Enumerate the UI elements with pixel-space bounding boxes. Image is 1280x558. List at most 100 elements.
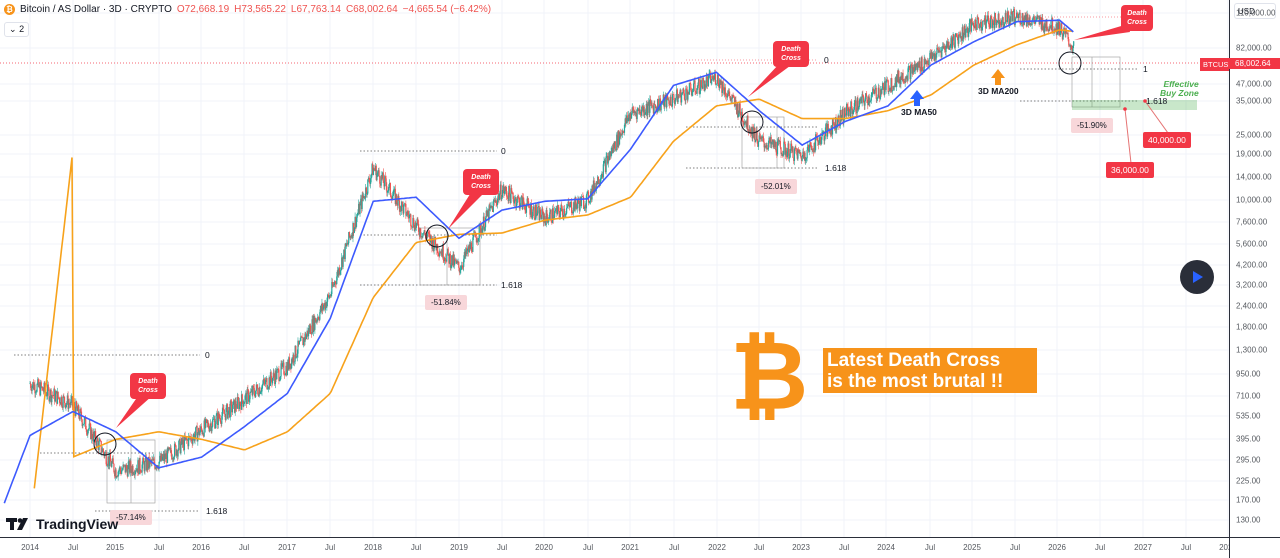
time-tick-label: 2025 (963, 543, 981, 552)
time-tick-label: 2019 (450, 543, 468, 552)
price-tick-label: 2,400.00 (1236, 301, 1268, 311)
drawdown-label-2026: -51.90% (1071, 118, 1113, 133)
banner-line1: Latest Death Cross (827, 350, 1001, 371)
death-cross-callout-2026: Death Cross (1121, 5, 1153, 31)
death-cross-callout-2018: Death Cross (463, 169, 499, 195)
measure-boxes (106, 56, 1121, 504)
drawdown-label-2014: -57.14% (110, 510, 152, 525)
price-tick-label: 25,000.00 (1236, 130, 1272, 140)
time-tick-label: Jul (410, 543, 422, 552)
fib-1618-label-2018: 1.618 (501, 280, 523, 290)
drawdown-label-2018: -51.84% (425, 295, 467, 310)
ma50-line (3, 19, 1074, 504)
time-tick-label: 2024 (877, 543, 895, 552)
price-tick-label: 1,800.00 (1236, 322, 1268, 332)
time-tick-label: Jul (1009, 543, 1021, 552)
tradingview-logo-icon (6, 518, 28, 530)
price-tick-label: 395.00 (1236, 434, 1261, 444)
time-tick-label: Jul (496, 543, 508, 552)
target-40k-label: 40,000.00 (1143, 132, 1191, 148)
currency-selector[interactable]: USD (1234, 3, 1276, 19)
price-tick-label: 3,200.00 (1236, 280, 1268, 290)
time-axis[interactable]: 2014 Jul 2015 Jul 2016 Jul 2017 Jul 2018 Jul 2019 J… (0, 537, 1237, 558)
price-tick-label: 225.00 (1236, 476, 1261, 486)
ma200-line (33, 29, 1073, 489)
tradingview-brand-text: TradingView (36, 516, 119, 532)
chart-pane[interactable]: ₿ Bitcoin / AS Dollar · 3D · CRYPTO O72,… (0, 0, 1229, 537)
time-tick-label: 2028 (1219, 543, 1237, 552)
ma50-label: 3D MA50 (901, 107, 937, 117)
symbol-header[interactable]: ₿ Bitcoin / AS Dollar · 3D · CRYPTO O72,… (4, 4, 491, 15)
ticker-tag: BTCUSD (1200, 58, 1229, 71)
time-tick-label: Jul (1180, 543, 1192, 552)
price-tick-label: 35,000.00 (1236, 96, 1272, 106)
tradingview-logo[interactable]: TradingView (6, 516, 118, 532)
death-cross-text: Death Cross (781, 46, 801, 62)
price-axis[interactable]: USD 110,000.00 82,000.00 47,000.00 35,000.0… (1229, 0, 1280, 537)
indicators-collapse-button[interactable]: ⌄ 2 (4, 22, 30, 37)
ma50-arrow-icon (910, 90, 924, 106)
price-tick-label: 5,600.00 (1236, 239, 1268, 249)
time-tick-label: 2020 (535, 543, 553, 552)
bitcoin-symbol-icon: ₿ (730, 323, 809, 430)
price-tick-label: 10,000.00 (1236, 195, 1272, 205)
time-tick-label: 2023 (792, 543, 810, 552)
time-tick-label: 2022 (708, 543, 726, 552)
axis-corner (1229, 537, 1280, 558)
time-tick-label: 2016 (192, 543, 210, 552)
fib-zero-label-2014: 0 (205, 350, 210, 360)
price-tick-label: 47,000.00 (1236, 79, 1272, 89)
death-cross-text: Death Cross (1127, 10, 1147, 26)
target-36k-label: 36,000.00 (1106, 162, 1154, 178)
price-tick-label: 1,300.00 (1236, 345, 1268, 355)
ohlc-change: −4,665.54 (−6.42%) (402, 4, 492, 15)
death-cross-text: Death Cross (138, 378, 158, 394)
callout-pointers (116, 24, 1130, 428)
death-cross-circles (93, 51, 1082, 456)
grid-lines (0, 0, 1229, 537)
symbol-title[interactable]: Bitcoin / AS Dollar · 3D · CRYPTO (20, 4, 172, 15)
price-tick-label: 110,000.00 (1236, 8, 1276, 18)
price-tick-label: 710.00 (1236, 391, 1261, 401)
play-icon (1193, 271, 1203, 283)
death-cross-text: Death Cross (471, 174, 491, 190)
ohlc-open: O72,668.19 (176, 4, 230, 15)
time-tick-label: 2018 (364, 543, 382, 552)
current-price-tag: 68,002.64 (1229, 58, 1280, 69)
fib-1618-label-2026: 1.618 (1146, 96, 1168, 106)
replay-play-button[interactable] (1180, 260, 1214, 294)
time-tick-label: Jul (582, 543, 594, 552)
headline-banner: Latest Death Cross is the most brutal !! (823, 348, 1037, 393)
fib-zero-label-2022: 0 (824, 55, 829, 65)
price-tick-label: 535.00 (1236, 411, 1261, 421)
time-tick-label: 2026 (1048, 543, 1066, 552)
ohlc-close: C68,002.64 (345, 4, 398, 15)
fib-1618-label-2014: 1.618 (206, 506, 228, 516)
time-tick-label: Jul (838, 543, 850, 552)
death-cross-callout-2022: Death Cross (773, 41, 809, 67)
indicator-count: 2 (19, 24, 25, 34)
fib-zero-label-2018: 0 (501, 146, 506, 156)
buy-zone-rect (1072, 100, 1197, 110)
time-tick-label: Jul (753, 543, 765, 552)
price-tick-label: 7,600.00 (1236, 217, 1268, 227)
price-tick-label: 295.00 (1236, 455, 1261, 465)
target-lines (1124, 100, 1169, 164)
time-tick-label: 2021 (621, 543, 639, 552)
price-chart-canvas[interactable] (0, 0, 1229, 537)
effective-buy-zone-label: Effective Buy Zone (1160, 80, 1199, 98)
time-tick-label: Jul (668, 543, 680, 552)
death-cross-callout-2014: Death Cross (130, 373, 166, 399)
time-tick-label: Jul (924, 543, 936, 552)
ohlc-high: H73,565.22 (234, 4, 286, 15)
price-tick-label: 4,200.00 (1236, 260, 1268, 270)
time-tick-label: Jul (1094, 543, 1106, 552)
buy-zone-line2: Buy Zone (1160, 88, 1199, 98)
price-tick-label: 170.00 (1236, 495, 1261, 505)
price-tick-label: 950.00 (1236, 369, 1261, 379)
time-tick-label: Jul (238, 543, 250, 552)
time-tick-label: 2027 (1134, 543, 1152, 552)
time-tick-label: 2015 (106, 543, 124, 552)
time-tick-label: Jul (67, 543, 79, 552)
price-tick-label: 130.00 (1236, 515, 1261, 525)
